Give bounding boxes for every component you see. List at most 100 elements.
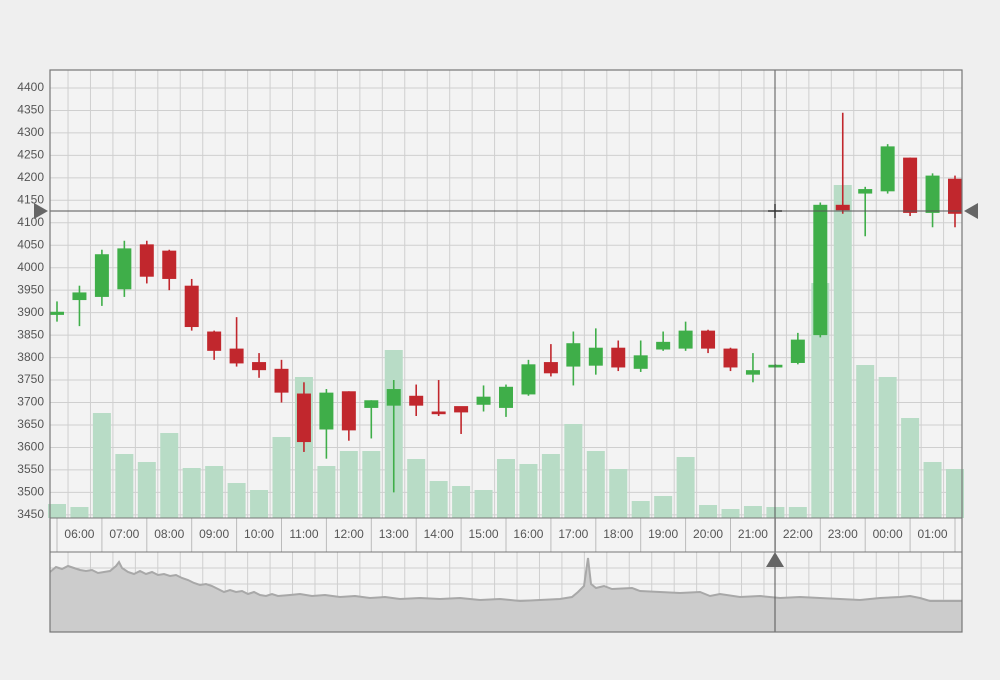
candle-body xyxy=(274,368,289,393)
x-tick-label: 07:00 xyxy=(109,527,139,541)
volume-bar xyxy=(788,507,807,518)
candle-body xyxy=(229,348,244,364)
volume-bar xyxy=(856,365,875,518)
candle-body xyxy=(386,389,401,406)
plot-frame xyxy=(49,69,963,633)
candle-body xyxy=(835,204,850,211)
y-tick-label: 4200 xyxy=(17,170,44,184)
y-tick-label: 4100 xyxy=(17,215,44,229)
crosshair-marker-right[interactable] xyxy=(964,203,978,219)
volume-bar xyxy=(317,466,336,518)
x-tick-label: 17:00 xyxy=(558,527,588,541)
overview-line xyxy=(49,557,962,603)
crosshair-cursor xyxy=(768,204,782,218)
x-tick-label: 09:00 xyxy=(199,527,229,541)
candle-body xyxy=(319,392,334,430)
y-tick-label: 3550 xyxy=(17,462,44,476)
candle-body xyxy=(611,347,626,368)
x-tick-label: 23:00 xyxy=(828,527,858,541)
volume-bar xyxy=(137,462,156,518)
x-tick-label: 19:00 xyxy=(648,527,678,541)
candle-body xyxy=(162,250,177,279)
volume-bar xyxy=(272,437,291,518)
candle-body xyxy=(454,406,469,413)
x-tick-label: 21:00 xyxy=(738,527,768,541)
candle-body xyxy=(296,393,311,443)
volume-bar xyxy=(474,490,493,518)
x-tick-label: 13:00 xyxy=(379,527,409,541)
candle-body xyxy=(925,175,940,213)
candle-body xyxy=(207,331,222,351)
x-tick-label: 18:00 xyxy=(603,527,633,541)
volume-bar xyxy=(609,469,628,518)
candle-body xyxy=(678,330,693,349)
candle-body xyxy=(431,411,446,415)
y-tick-label: 3450 xyxy=(17,507,44,521)
y-tick-label: 4000 xyxy=(17,260,44,274)
candles xyxy=(50,112,962,493)
volume-bar xyxy=(541,454,560,518)
volume-bar xyxy=(497,459,515,518)
y-tick-label: 3650 xyxy=(17,417,44,431)
volume-bar xyxy=(452,486,471,518)
x-tick-label: 06:00 xyxy=(64,527,94,541)
volume-bar xyxy=(339,451,358,518)
candle-body xyxy=(364,400,379,408)
candle-body xyxy=(633,355,648,369)
candle-body xyxy=(880,146,895,192)
y-tick-label: 3750 xyxy=(17,372,44,386)
y-tick-label: 4300 xyxy=(17,125,44,139)
candle-body xyxy=(858,189,873,194)
y-tick-label: 4400 xyxy=(17,80,44,94)
volume-bar xyxy=(811,283,830,518)
y-tick-label: 3850 xyxy=(17,327,44,341)
candle-body xyxy=(701,330,716,349)
x-tick-label: 01:00 xyxy=(918,527,948,541)
volume-bar xyxy=(92,413,111,518)
candle-body xyxy=(94,254,109,297)
volume-bar xyxy=(676,457,695,518)
x-tick-label: 00:00 xyxy=(873,527,903,541)
x-tick-label: 12:00 xyxy=(334,527,364,541)
candle-body xyxy=(948,178,962,214)
crosshair-marker-bottom[interactable] xyxy=(766,552,784,567)
volume-bar xyxy=(519,464,538,518)
candle-body xyxy=(252,362,267,371)
x-tick-label: 08:00 xyxy=(154,527,184,541)
volume-bar xyxy=(407,459,426,518)
volume-bar xyxy=(586,451,605,518)
volume-bar xyxy=(699,505,718,518)
volume-bar xyxy=(901,418,920,518)
candle-body xyxy=(341,391,356,431)
axes: 3450 3500 3550 3600 3650 3700 3750 3800 3850 3900… xyxy=(17,80,956,552)
volume-bar xyxy=(160,433,179,518)
candle-body xyxy=(790,339,805,363)
volume-bar xyxy=(362,451,381,518)
volume-bar xyxy=(721,509,740,518)
candle-body xyxy=(813,204,828,336)
volume-bar xyxy=(833,185,852,518)
candle-body xyxy=(745,370,760,375)
x-tick-label: 15:00 xyxy=(469,527,499,541)
y-tick-label: 4150 xyxy=(17,192,44,206)
candle-body xyxy=(72,292,87,301)
candle-body xyxy=(521,364,536,395)
y-tick-label: 3900 xyxy=(17,305,44,319)
candle-body xyxy=(50,311,64,315)
volume-bar xyxy=(878,377,897,518)
y-tick-label: 4350 xyxy=(17,103,44,117)
volume-bar xyxy=(182,468,201,518)
volume-bar xyxy=(70,507,89,518)
candle-body xyxy=(117,248,132,290)
x-tick-label: 20:00 xyxy=(693,527,723,541)
candle-body xyxy=(588,347,603,366)
x-tick-label: 11:00 xyxy=(289,527,318,541)
volume-bar xyxy=(946,469,964,518)
volume-bar xyxy=(227,483,246,518)
volume-bar xyxy=(564,424,583,518)
crosshair-marker-left[interactable] xyxy=(34,203,48,219)
x-tick-label: 22:00 xyxy=(783,527,813,541)
candle-body xyxy=(139,244,154,277)
x-tick-label: 16:00 xyxy=(513,527,543,541)
